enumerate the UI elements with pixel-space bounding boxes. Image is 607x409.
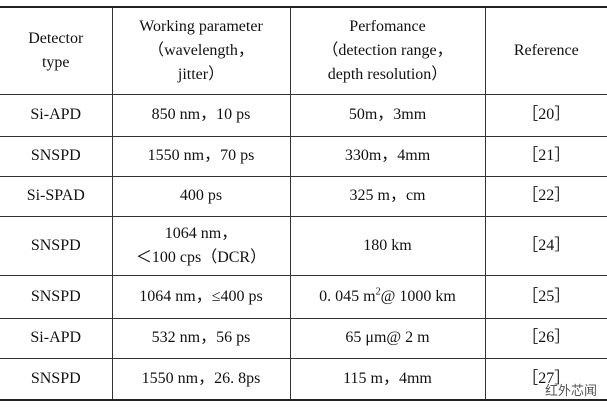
cell-text: ［26］ bbox=[522, 329, 571, 346]
table-row: Si-APD 850 nm，10 ps 50m，3mm ［20］ bbox=[0, 94, 607, 137]
cell-text: SNSPD bbox=[30, 147, 81, 164]
cell-text: 850 nm，10 ps bbox=[151, 106, 251, 123]
cell-text: ［21］ bbox=[522, 147, 571, 164]
cell-text: ［24］ bbox=[522, 236, 571, 254]
cell-line: depth resolution） bbox=[327, 65, 448, 83]
table-cell: 180 km bbox=[289, 216, 485, 276]
table-cell: 400 ps bbox=[111, 176, 290, 217]
table-cell: ［21］ bbox=[484, 136, 607, 177]
cell-line: Reference bbox=[513, 41, 579, 59]
table-cell: SNSPD bbox=[0, 216, 112, 276]
table-row: Si-APD 532 nm，56 ps 65 μm@ 2 m ［26］ bbox=[0, 318, 607, 359]
table-cell: ［25］ bbox=[484, 275, 607, 319]
cell-text: ［22］ bbox=[522, 187, 571, 204]
header-cell: Reference bbox=[484, 7, 607, 95]
table-cell: 532 nm，56 ps bbox=[111, 318, 290, 359]
cell-text: 115 m，4mm bbox=[343, 369, 432, 387]
table-cell: SNSPD bbox=[0, 275, 112, 319]
table-header: Detector type Working parameter （wavelength… bbox=[0, 7, 607, 95]
superscript: 2 bbox=[375, 286, 381, 298]
table-cell: 0. 045 m2@ 1000 km bbox=[289, 275, 485, 319]
table-cell: 325 m，cm bbox=[289, 176, 485, 217]
cell-text: 50m，3mm bbox=[348, 106, 427, 123]
table-cell: 1550 nm，26. 8ps bbox=[111, 358, 290, 401]
header-cell: Working parameter （wavelength， jitter） bbox=[111, 7, 290, 95]
cell-text: ［27］ bbox=[522, 369, 571, 387]
table-cell: 1064 nm， ＜100 cps（DCR） bbox=[111, 216, 290, 276]
data-table: Detector type Working parameter （wavelength… bbox=[0, 6, 607, 401]
table-row: SNSPD 1064 nm，≤400 ps 0. 045 m2@ 1000 km ［2… bbox=[0, 275, 607, 319]
cell-text: SNSPD bbox=[30, 287, 81, 305]
cell-text: 1550 nm，26. 8ps bbox=[141, 369, 261, 387]
table-cell: 115 m，4mm bbox=[289, 358, 485, 401]
cell-line: （detection range， bbox=[322, 41, 453, 59]
table-cell: SNSPD bbox=[0, 136, 112, 177]
cell-text: 325 m，cm bbox=[349, 187, 426, 204]
cell-text: 180 km bbox=[363, 236, 412, 254]
table-cell: Si-APD bbox=[0, 318, 112, 359]
table-row: Si-SPAD 400 ps 325 m，cm ［22］ bbox=[0, 176, 607, 217]
table-body: Si-APD 850 nm，10 ps 50m，3mm ［20］ SNSPD 1550 n… bbox=[0, 94, 607, 401]
table-row: SNSPD 1064 nm， ＜100 cps（DCR） 180 km ［24］ bbox=[0, 216, 607, 276]
cell-line: jitter） bbox=[177, 65, 225, 83]
table-cell: Si-APD bbox=[0, 94, 112, 137]
cell-line: 1064 nm， bbox=[164, 224, 238, 242]
cell-text: 532 nm，56 ps bbox=[151, 329, 251, 346]
table-cell: ［24］ bbox=[484, 216, 607, 276]
header-row: Detector type Working parameter （wavelength… bbox=[0, 7, 607, 95]
cell-line: Detector bbox=[28, 29, 84, 47]
cell-line: type bbox=[41, 53, 70, 71]
header-cell: Detector type bbox=[0, 7, 112, 95]
table-row: SNSPD 1550 nm，26. 8ps 115 m，4mm ［27］ bbox=[0, 358, 607, 401]
watermark: 红外芯闻 bbox=[544, 384, 597, 399]
table-cell: 850 nm，10 ps bbox=[111, 94, 290, 137]
cell-text: Si-APD bbox=[30, 329, 82, 346]
cell-text: 1550 nm，70 ps bbox=[147, 147, 255, 164]
cell-text: ［20］ bbox=[522, 106, 571, 123]
cell-text: 0. 045 m bbox=[319, 287, 376, 305]
cell-line: Working parameter bbox=[139, 17, 263, 35]
cell-text: 1064 nm，≤400 ps bbox=[139, 287, 263, 305]
table-cell: ［26］ bbox=[484, 318, 607, 359]
table-cell: Si-SPAD bbox=[0, 176, 112, 217]
table-cell: 1550 nm，70 ps bbox=[111, 136, 290, 177]
cell-text: Si-SPAD bbox=[26, 187, 85, 204]
cell-text: ［25］ bbox=[522, 287, 571, 305]
table-cell: 1064 nm，≤400 ps bbox=[111, 275, 290, 319]
table-cell: 65 μm@ 2 m bbox=[289, 318, 485, 359]
table-cell: SNSPD bbox=[0, 358, 112, 401]
cell-text: @ 1000 km bbox=[380, 287, 456, 305]
cell-line: （wavelength， bbox=[148, 41, 254, 59]
table-cell: 50m，3mm bbox=[289, 94, 485, 137]
cell-text: 65 μm@ 2 m bbox=[345, 329, 430, 346]
cell-text: SNSPD bbox=[30, 236, 81, 254]
table-cell: ［27］ bbox=[484, 358, 607, 401]
table-row: SNSPD 1550 nm，70 ps 330m，4mm ［21］ bbox=[0, 136, 607, 177]
table-cell: 330m，4mm bbox=[289, 136, 485, 177]
cell-text: 330m，4mm bbox=[344, 147, 431, 164]
header-cell: Perfomance （detection range， depth resolut… bbox=[289, 7, 485, 95]
cell-text: SNSPD bbox=[30, 369, 81, 387]
cell-line: Perfomance bbox=[349, 17, 426, 35]
cell-text: Si-APD bbox=[30, 106, 82, 123]
cell-line: ＜100 cps（DCR） bbox=[135, 248, 267, 266]
table-cell: ［22］ bbox=[484, 176, 607, 217]
cell-text: 400 ps bbox=[179, 187, 223, 204]
table-cell: ［20］ bbox=[484, 94, 607, 137]
